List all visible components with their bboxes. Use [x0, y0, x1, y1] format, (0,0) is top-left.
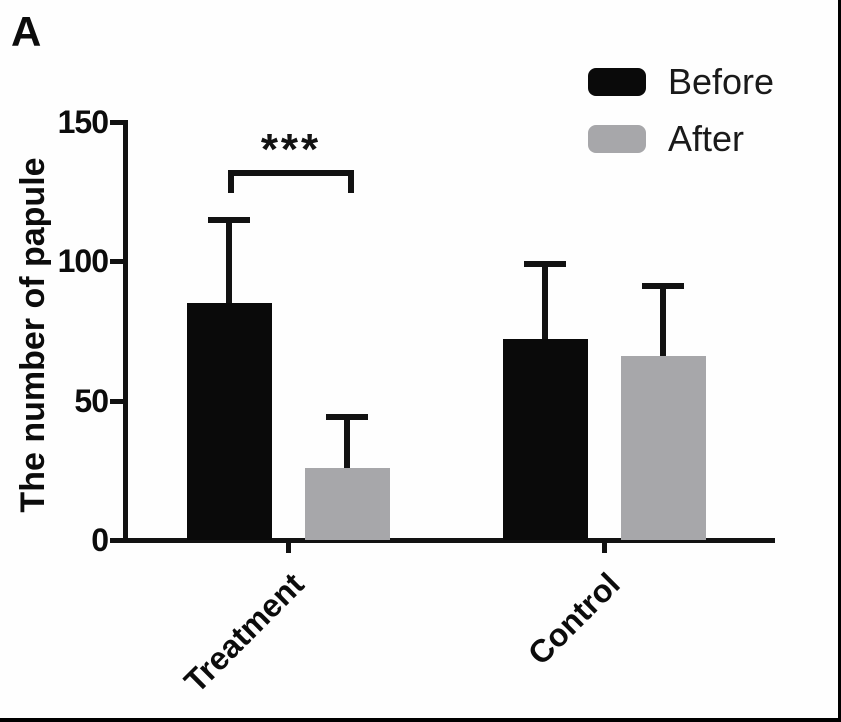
legend: Before After [588, 64, 774, 157]
legend-item-after: After [588, 121, 774, 157]
y-tick-label: 100 [57, 243, 109, 280]
y-tick-label: 50 [74, 382, 109, 419]
significance-bracket-left-leg [228, 170, 234, 193]
error-bar-cap [208, 216, 250, 223]
error-bar-line [660, 286, 666, 357]
legend-label-before: Before [668, 61, 775, 102]
y-tick [110, 120, 123, 125]
x-tick [286, 540, 291, 553]
error-bar-line [344, 417, 350, 468]
legend-swatch-before [588, 68, 646, 96]
y-axis-line [123, 120, 128, 543]
x-tick [602, 540, 607, 553]
bar-control-after [620, 356, 706, 540]
significance-bracket-right-leg [348, 170, 354, 193]
bar-treatment-after [304, 467, 390, 540]
legend-swatch-after [588, 125, 646, 153]
panel-label: A [11, 8, 42, 55]
legend-item-before: Before [588, 64, 774, 100]
error-bar-line [226, 219, 232, 304]
x-axis-line [123, 538, 775, 543]
error-bar-cap [326, 414, 368, 421]
y-axis-title: The number of papule [14, 157, 52, 513]
y-tick-label: 150 [57, 104, 109, 140]
legend-label-after: After [668, 118, 745, 159]
bar-treatment-before [186, 303, 272, 540]
significance-bracket [228, 170, 354, 176]
y-tick-label: 0 [91, 522, 109, 558]
x-category-label: Treatment [177, 565, 311, 700]
y-tick [110, 398, 123, 404]
error-bar-cap [642, 283, 684, 290]
significance-stars: *** [260, 125, 322, 174]
y-tick [110, 259, 123, 265]
error-bar-cap [524, 261, 566, 268]
error-bar-line [542, 264, 548, 340]
bar-control-before [502, 339, 588, 540]
x-category-label: Control [520, 565, 627, 672]
y-tick [110, 538, 123, 543]
